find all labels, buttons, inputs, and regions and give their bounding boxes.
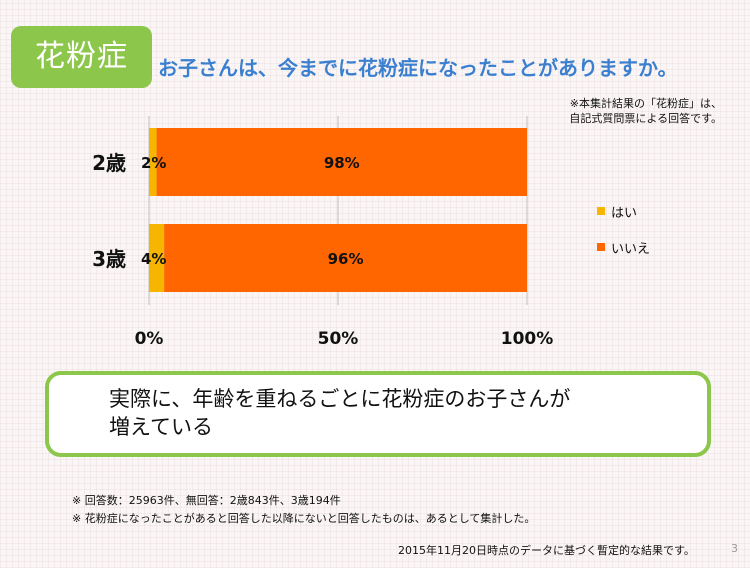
x-tick-label: 50% [318,329,359,349]
data-label: 96% [328,250,364,268]
category-label: 2歳 [92,151,126,175]
conclusion-text: 実際に、年齢を重ねるごとに花粉症のお子さんが 増えている [109,385,709,441]
footnotes: ※ 回答数：25963件、無回答：2歳843件、3歳194件 ※ 花粉症になった… [72,492,712,528]
bar-segment [164,224,527,292]
bar-segment [149,128,157,196]
topic-badge: 花粉症 [11,26,152,88]
bar-segment [149,224,165,292]
data-label: 4% [141,250,166,268]
provisional-note: 2015年11月20日時点のデータに基づく暫定的な結果です。 [398,544,695,557]
category-label: 3歳 [92,247,126,271]
bar-segment [156,128,527,196]
legend-item-no: いいえ [597,238,651,257]
data-label: 98% [324,154,360,172]
legend-item-yes: はい [597,202,650,221]
x-tick-label: 100% [501,329,554,349]
chart-legend: はい いいえ [597,202,650,274]
conclusion-callout: 実際に、年齢を重ねるごとに花粉症のお子さんが 増えている [45,371,711,457]
legend-swatch-yes [597,207,605,215]
conclusion-line: 増えている [109,415,213,439]
footnote-method: ※ 花粉症になったことがあると回答した以降にないと回答したものは、あるとして集計… [72,512,536,525]
survey-note-line: 自記式質問票による回答です。 [569,112,722,125]
page-number: 3 [731,542,738,555]
survey-note: ※本集計結果の「花粉症」は、 自記式質問票による回答です。 [502,96,722,126]
legend-swatch-no [597,243,605,251]
footnote-responses: ※ 回答数：25963件、無回答：2歳843件、3歳194件 [72,494,341,507]
data-label: 2% [141,154,166,172]
x-tick-label: 0% [135,329,164,349]
conclusion-line: 実際に、年齢を重ねるごとに花粉症のお子さんが [109,387,571,411]
question-title: お子さんは、今までに花粉症になったことがありますか。 [158,56,678,80]
legend-label-no: いいえ [611,241,651,257]
survey-note-line: ※本集計結果の「花粉症」は、 [569,97,722,110]
legend-label-yes: はい [611,205,638,221]
